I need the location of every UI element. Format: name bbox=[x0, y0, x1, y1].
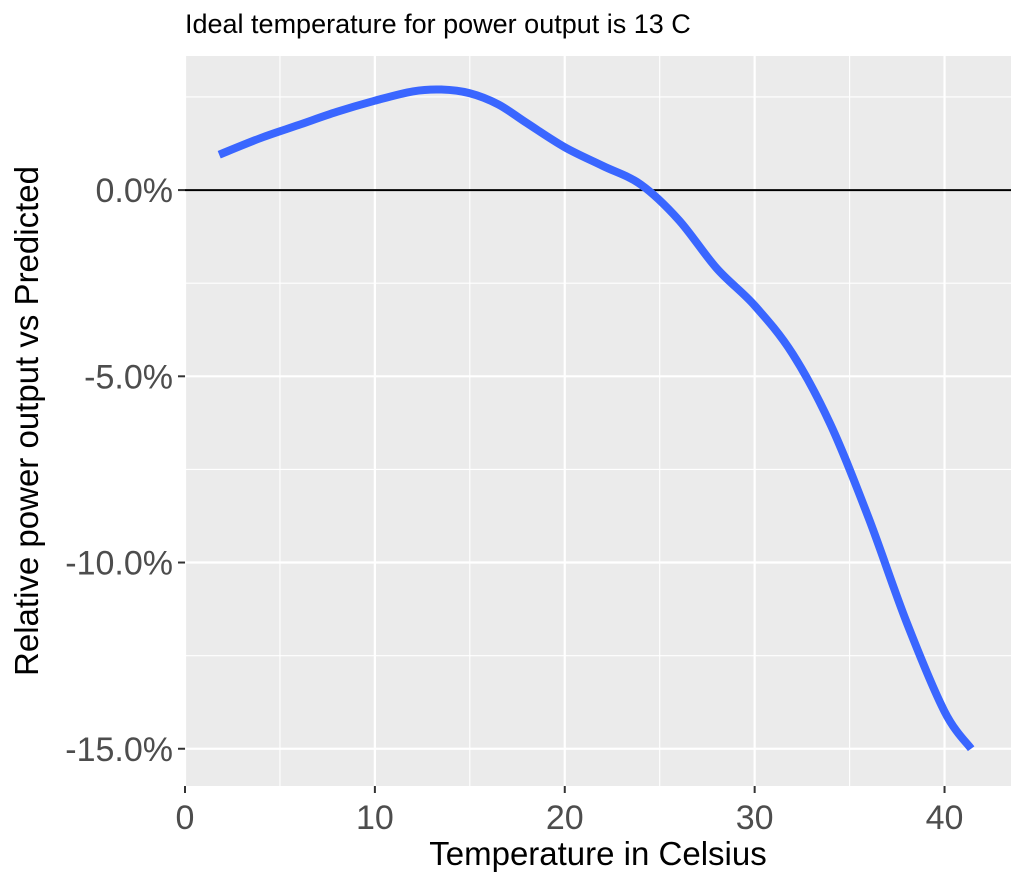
chart-title: Ideal temperature for power output is 13… bbox=[185, 9, 691, 39]
y-axis-title: Relative power output vs Predicted bbox=[8, 166, 45, 676]
y-tick-label: -10.0% bbox=[65, 545, 173, 583]
x-tick-label: 40 bbox=[926, 799, 964, 837]
axis-ticks: 0 10 20 30 40 0.0% -5.0% -10.0% -15.0% bbox=[65, 172, 963, 837]
y-tick-label: -15.0% bbox=[65, 731, 173, 769]
x-axis-title: Temperature in Celsius bbox=[429, 835, 766, 872]
x-tick-label: 0 bbox=[176, 799, 195, 837]
y-tick-label: -5.0% bbox=[84, 358, 173, 396]
series-line bbox=[217, 85, 975, 752]
x-tick-label: 20 bbox=[546, 799, 584, 837]
y-tick-label: 0.0% bbox=[96, 172, 174, 210]
x-tick-label: 30 bbox=[736, 799, 774, 837]
plot-panel bbox=[185, 56, 1011, 786]
x-tick-label: 10 bbox=[356, 799, 394, 837]
